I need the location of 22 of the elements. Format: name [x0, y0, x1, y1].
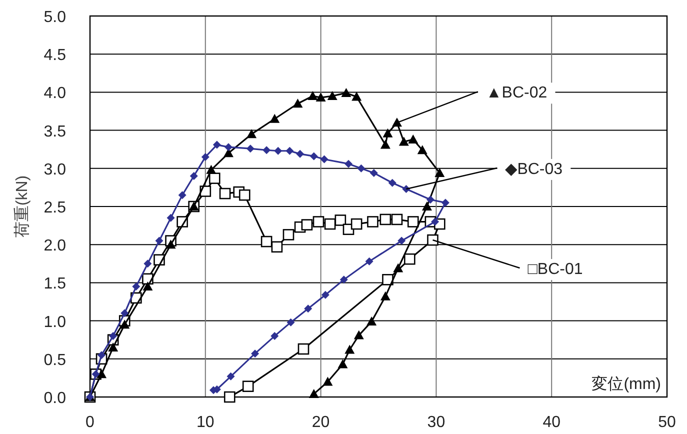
- x-tick-label: 30: [427, 414, 446, 431]
- x-axis-title: 変位(mm): [592, 375, 661, 393]
- y-axis-title: 荷重(kN): [13, 175, 31, 238]
- y-tick-label: 4.0: [44, 85, 66, 102]
- y-tick-label: 1.5: [44, 276, 66, 293]
- annotation: ◆BC-03: [505, 160, 563, 178]
- y-tick-label: 1.0: [44, 314, 66, 331]
- x-tick-label: 10: [196, 414, 214, 431]
- annotation: ▲BC-02: [486, 84, 548, 102]
- y-tick-label: 5.0: [44, 9, 66, 26]
- x-tick-label: 50: [658, 414, 676, 431]
- y-tick-label: 3.5: [44, 123, 66, 140]
- y-tick-label: 0.0: [44, 390, 66, 407]
- y-tick-label: 4.5: [44, 47, 66, 64]
- y-tick-label: 2.5: [44, 200, 66, 216]
- x-tick-label: 0: [86, 414, 95, 431]
- x-tick-label: 20: [312, 414, 330, 431]
- annotation: □BC-01: [528, 261, 583, 278]
- y-tick-label: 3.0: [44, 161, 66, 178]
- y-tick-label: 0.5: [44, 352, 66, 369]
- x-tick-label: 40: [542, 414, 561, 431]
- y-tick-label: 2.0: [44, 238, 66, 255]
